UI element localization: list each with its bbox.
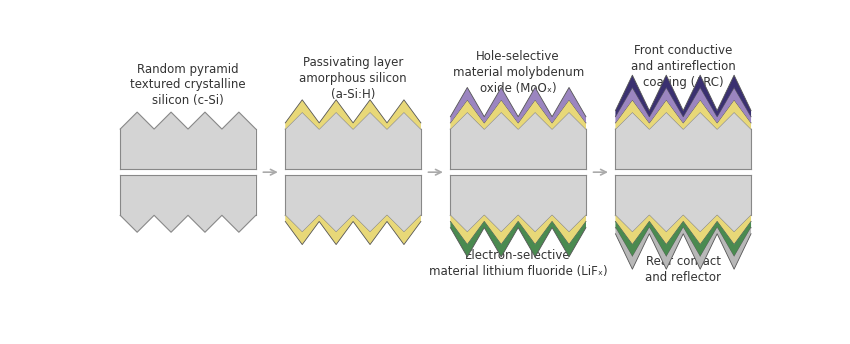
Polygon shape	[615, 215, 751, 245]
Polygon shape	[450, 215, 586, 245]
Polygon shape	[615, 87, 751, 123]
Text: Front conductive
and antireflection
coating (ARC): Front conductive and antireflection coat…	[631, 44, 735, 89]
Text: Random pyramid
textured crystalline
silicon (c-Si): Random pyramid textured crystalline sili…	[130, 63, 246, 107]
Polygon shape	[615, 112, 751, 169]
Polygon shape	[286, 215, 421, 245]
Polygon shape	[450, 222, 586, 257]
Polygon shape	[615, 175, 751, 232]
Polygon shape	[450, 112, 586, 169]
Polygon shape	[615, 228, 751, 269]
Polygon shape	[615, 222, 751, 257]
Polygon shape	[450, 100, 586, 129]
Polygon shape	[120, 112, 256, 169]
Polygon shape	[450, 175, 586, 232]
Polygon shape	[615, 100, 751, 129]
Text: Rear contact
and reflector: Rear contact and reflector	[645, 255, 722, 284]
Text: Passivating layer
amorphous silicon
(a-Si:H): Passivating layer amorphous silicon (a-S…	[299, 56, 407, 101]
Polygon shape	[286, 112, 421, 169]
Text: Hole-selective
material molybdenum
oxide (MoOₓ): Hole-selective material molybdenum oxide…	[452, 50, 584, 95]
Polygon shape	[615, 75, 751, 117]
Polygon shape	[286, 175, 421, 232]
Polygon shape	[286, 100, 421, 129]
Polygon shape	[120, 175, 256, 232]
Text: Electron-selective
material lithium fluoride (LiFₓ): Electron-selective material lithium fluo…	[429, 249, 608, 278]
Polygon shape	[450, 87, 586, 123]
